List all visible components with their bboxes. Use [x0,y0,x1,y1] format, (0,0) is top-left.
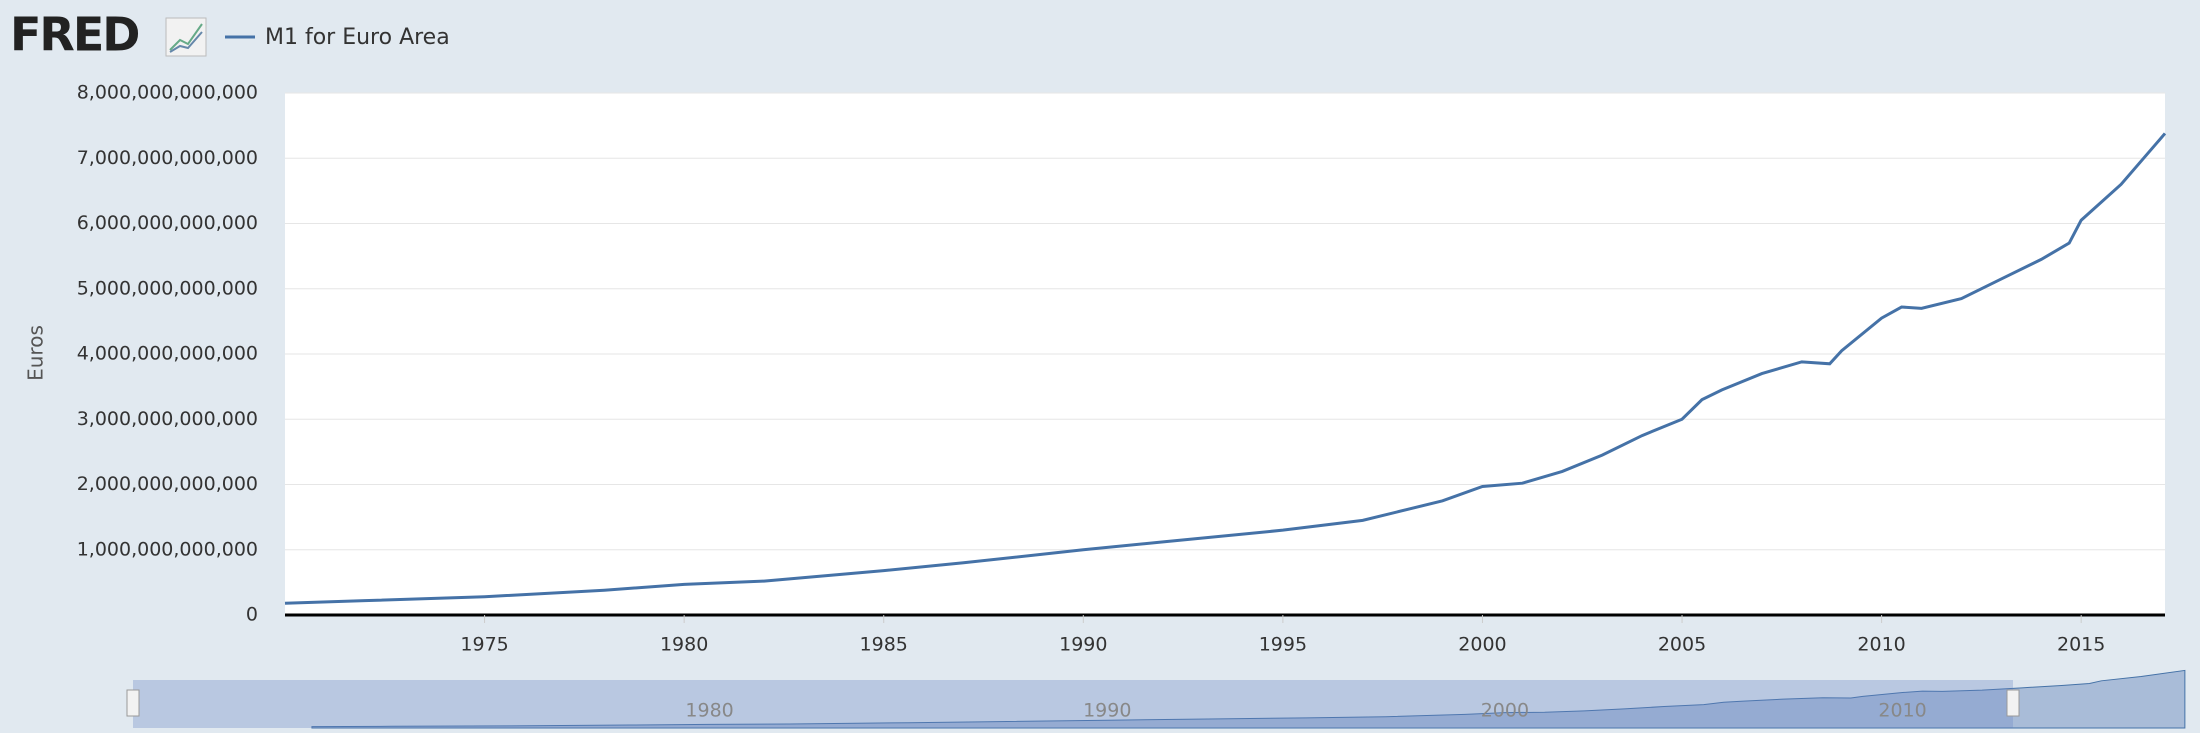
x-tick-label: 1980 [660,634,708,656]
navigator[interactable]: 1980 1990 2000 2010 [126,669,2186,729]
x-tick-label: 2010 [1857,634,1905,656]
navigator-area [311,669,2186,729]
x-tick-label: 1995 [1259,634,1307,656]
y-tick-label: 4,000,000,000,000 [77,343,258,365]
data-line [284,132,2167,605]
navigator-selection [133,680,2013,728]
y-tick-label: 6,000,000,000,000 [77,212,258,234]
x-tick-label: 1990 [1059,634,1107,656]
y-tick-label: 1,000,000,000,000 [77,538,258,560]
legend-label: M1 for Euro Area [265,25,450,50]
y-tick-label: 7,000,000,000,000 [77,147,258,169]
navigator-tick-label: 1980 [685,700,733,722]
y-tick-label: 8,000,000,000,000 [77,82,258,104]
x-tick-label: 1975 [460,634,508,656]
x-tick-label: 2015 [2057,634,2105,656]
x-tick-label: 1985 [860,634,908,656]
y-axis-label: Euros [24,325,48,381]
navigator-handle[interactable] [126,689,140,717]
navigator-tick-label: 1990 [1083,700,1131,722]
y-tick-label: 2,000,000,000,000 [77,473,258,495]
navigator-handle[interactable] [2006,689,2020,717]
x-tick-label: 2000 [1458,634,1506,656]
x-tick-label: 2005 [1658,634,1706,656]
y-tick-label: 3,000,000,000,000 [77,408,258,430]
y-tick-label: 0 [246,604,258,626]
navigator-tick-label: 2010 [1878,700,1926,722]
logo-icon [165,17,207,57]
logo[interactable]: FRED [10,8,140,62]
navigator-tick-label: 2000 [1481,700,1529,722]
y-tick-label: 5,000,000,000,000 [77,277,258,299]
